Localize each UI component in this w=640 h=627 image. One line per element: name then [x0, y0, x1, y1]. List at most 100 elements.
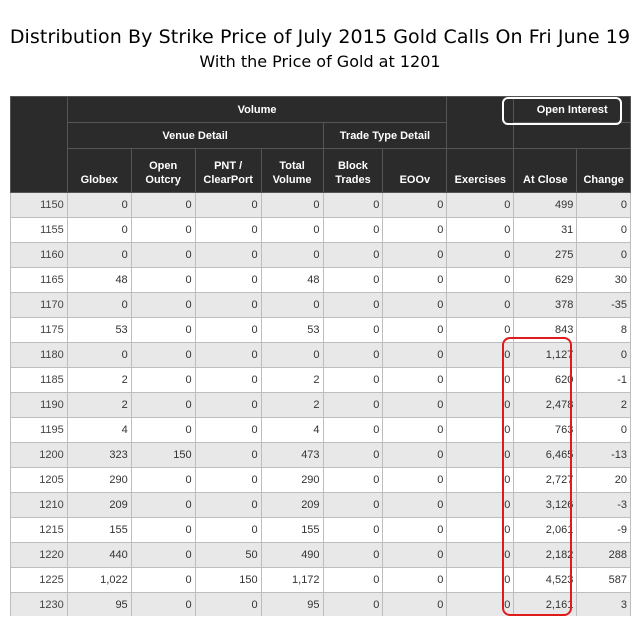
cell-at-close: 763	[513, 417, 578, 443]
cell-total: 95	[260, 592, 324, 616]
cell-exercises: 0	[446, 442, 515, 468]
cell-at-close: 1,127	[513, 342, 578, 368]
open-interest-subheader	[513, 122, 631, 149]
cell-exercises: 0	[446, 192, 515, 218]
cell-globex: 323	[66, 442, 132, 468]
cell-change: 0	[576, 417, 631, 443]
cell-block: 0	[322, 417, 384, 443]
cell-change: 0	[576, 342, 631, 368]
cell-strike: 1200	[10, 442, 68, 468]
cell-eoov: 0	[382, 542, 448, 568]
globex-column-header: Globex	[66, 148, 132, 193]
table-row: 1160 0 0 0 0 0 0 0 275 0	[10, 242, 631, 268]
cell-pnt: 0	[194, 217, 262, 243]
table-row: 1150 0 0 0 0 0 0 0 499 0	[10, 192, 631, 218]
page-title: Distribution By Strike Price of July 201…	[9, 26, 631, 48]
cell-strike: 1205	[10, 467, 68, 493]
cell-globex: 2	[66, 367, 132, 393]
cell-outcry: 0	[130, 217, 196, 243]
cell-eoov: 0	[382, 217, 448, 243]
cell-outcry: 0	[130, 567, 196, 593]
cell-strike: 1195	[10, 417, 68, 443]
open-outcry-column-header: Open Outcry	[130, 148, 196, 193]
cell-strike: 1230	[10, 592, 68, 616]
eoov-column-header: EOOv	[382, 148, 448, 193]
cell-outcry: 0	[130, 417, 196, 443]
cell-total: 0	[260, 217, 324, 243]
cell-block: 0	[322, 392, 384, 418]
cell-pnt: 0	[194, 292, 262, 318]
cell-strike: 1190	[10, 392, 68, 418]
trade-type-detail-header: Trade Type Detail	[322, 122, 448, 149]
cell-globex: 2	[66, 392, 132, 418]
change-column-header: Change	[576, 148, 631, 193]
strike-header	[10, 96, 68, 193]
cell-exercises: 0	[446, 467, 515, 493]
cell-change: 288	[576, 542, 631, 568]
pnt-clearport-column-header: PNT / ClearPort	[194, 148, 262, 193]
cell-pnt: 0	[194, 317, 262, 343]
cell-pnt: 0	[194, 442, 262, 468]
cell-pnt: 0	[194, 467, 262, 493]
cell-exercises: 0	[446, 342, 515, 368]
cell-outcry: 0	[130, 367, 196, 393]
cell-at-close: 629	[513, 267, 578, 293]
cell-at-close: 378	[513, 292, 578, 318]
cell-total: 490	[260, 542, 324, 568]
cell-strike: 1160	[10, 242, 68, 268]
cell-eoov: 0	[382, 242, 448, 268]
cell-at-close: 2,478	[513, 392, 578, 418]
cell-total: 0	[260, 292, 324, 318]
cell-pnt: 0	[194, 342, 262, 368]
cell-strike: 1210	[10, 492, 68, 518]
cell-pnt: 0	[194, 367, 262, 393]
table-row: 1165 48 0 0 48 0 0 0 629 30	[10, 267, 631, 293]
cell-total: 155	[260, 517, 324, 543]
cell-total: 48	[260, 267, 324, 293]
cell-exercises: 0	[446, 392, 515, 418]
at-close-column-header: At Close	[513, 148, 578, 193]
cell-total: 290	[260, 467, 324, 493]
options-table-container: Volume Open Interest Venue Detail Trade …	[10, 96, 631, 616]
cell-eoov: 0	[382, 467, 448, 493]
cell-globex: 53	[66, 317, 132, 343]
cell-at-close: 620	[513, 367, 578, 393]
cell-globex: 0	[66, 292, 132, 318]
cell-total: 4	[260, 417, 324, 443]
cell-globex: 0	[66, 217, 132, 243]
cell-change: 2	[576, 392, 631, 418]
table-row: 1205 290 0 0 290 0 0 0 2,727 20	[10, 467, 631, 493]
cell-change: -3	[576, 492, 631, 518]
cell-globex: 48	[66, 267, 132, 293]
block-trades-column-header: Block Trades	[322, 148, 384, 193]
cell-total: 0	[260, 342, 324, 368]
exercises-header-spacer	[446, 96, 515, 149]
cell-block: 0	[322, 217, 384, 243]
cell-globex: 290	[66, 467, 132, 493]
cell-total: 53	[260, 317, 324, 343]
cell-block: 0	[322, 442, 384, 468]
cell-change: 20	[576, 467, 631, 493]
table-row: 1225 1,022 0 150 1,172 0 0 0 4,523 587	[10, 567, 631, 593]
cell-outcry: 0	[130, 192, 196, 218]
cell-at-close: 2,182	[513, 542, 578, 568]
cell-change: -13	[576, 442, 631, 468]
table-row: 1220 440 0 50 490 0 0 0 2,182 288	[10, 542, 631, 568]
cell-at-close: 2,727	[513, 467, 578, 493]
cell-block: 0	[322, 492, 384, 518]
cell-change: -9	[576, 517, 631, 543]
cell-pnt: 0	[194, 592, 262, 616]
cell-total: 0	[260, 192, 324, 218]
cell-globex: 0	[66, 192, 132, 218]
cell-strike: 1220	[10, 542, 68, 568]
cell-exercises: 0	[446, 417, 515, 443]
cell-at-close: 31	[513, 217, 578, 243]
cell-globex: 440	[66, 542, 132, 568]
cell-strike: 1215	[10, 517, 68, 543]
cell-block: 0	[322, 342, 384, 368]
cell-exercises: 0	[446, 567, 515, 593]
cell-block: 0	[322, 267, 384, 293]
table-row: 1190 2 0 0 2 0 0 0 2,478 2	[10, 392, 631, 418]
cell-exercises: 0	[446, 492, 515, 518]
cell-change: -35	[576, 292, 631, 318]
